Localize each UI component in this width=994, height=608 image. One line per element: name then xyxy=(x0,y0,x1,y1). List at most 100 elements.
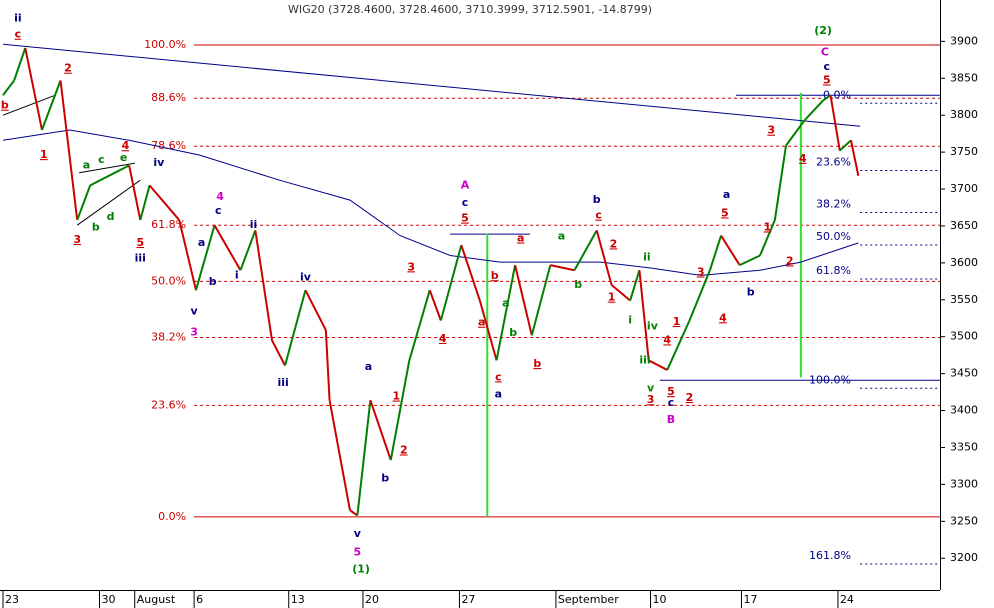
price-segment xyxy=(773,145,787,221)
x-tick-label: August xyxy=(137,593,176,606)
y-tick-label: 3500 xyxy=(950,330,978,343)
wave-label: b xyxy=(491,269,499,282)
wave-label: 3 xyxy=(767,124,775,137)
wave-label: b xyxy=(509,326,517,339)
wave-label: d xyxy=(107,210,115,223)
price-segment xyxy=(254,230,274,341)
price-segment xyxy=(822,94,832,102)
wave-label: iv xyxy=(647,319,659,332)
y-tick-label: 3350 xyxy=(950,440,978,453)
wave-label: v xyxy=(191,305,199,318)
wave-label: b xyxy=(747,285,755,298)
price-segment xyxy=(59,80,79,221)
wave-label: iv xyxy=(300,271,312,284)
price-segment xyxy=(688,269,711,321)
x-tick-label: 10 xyxy=(653,593,667,606)
wave-label: (1) xyxy=(352,562,370,575)
wave-label: i xyxy=(235,268,239,281)
price-segment xyxy=(356,400,372,516)
price-segment xyxy=(829,95,841,151)
x-tick-label: 24 xyxy=(840,593,854,606)
wave-label: e xyxy=(120,151,127,164)
fib-label: 78.6% xyxy=(151,139,186,152)
price-segment xyxy=(550,264,575,272)
trendline xyxy=(79,162,135,174)
fib-label: 61.8% xyxy=(151,218,186,231)
price-segment xyxy=(239,230,257,271)
x-tick-label: 23 xyxy=(5,593,19,606)
wave-label: 4 xyxy=(719,311,727,324)
wave-label: c xyxy=(215,204,222,217)
wave-label: 4 xyxy=(439,332,447,345)
x-tick-label: September xyxy=(558,593,619,606)
y-tick-label: 3650 xyxy=(950,219,978,232)
wave-label: 3 xyxy=(190,325,198,338)
wave-label: 1 xyxy=(673,315,681,328)
fib-label: 23.6% xyxy=(151,398,186,411)
wave-label: 3 xyxy=(697,265,705,278)
y-tick-label: 3750 xyxy=(950,145,978,158)
wave-label: c xyxy=(824,60,831,73)
trendline xyxy=(2,94,56,116)
price-segment xyxy=(304,289,327,331)
x-tick-label: 30 xyxy=(101,593,115,606)
wave-label: A xyxy=(461,178,470,191)
x-tick-label: 20 xyxy=(365,593,379,606)
wave-label: a xyxy=(478,316,485,329)
wave-label: 4 xyxy=(122,139,130,152)
price-segment xyxy=(739,254,761,266)
wave-label: b xyxy=(381,471,389,484)
price-segment xyxy=(13,47,27,81)
fib-right-label: 50.0% xyxy=(816,230,851,243)
price-segment xyxy=(41,80,62,131)
wave-label: 5 xyxy=(461,212,469,225)
fib-right-label: 161.8% xyxy=(809,549,851,562)
wave-label: a xyxy=(198,236,205,249)
price-segment xyxy=(328,400,351,511)
price-segment xyxy=(495,264,517,361)
wave-label: ii xyxy=(643,251,651,264)
wave-label: 5 xyxy=(823,73,831,86)
y-tick-label: 3900 xyxy=(950,34,978,47)
y-tick-label: 3700 xyxy=(950,182,978,195)
price-segment xyxy=(213,224,242,271)
fib-label: 0.0% xyxy=(158,510,186,523)
y-tick-label: 3200 xyxy=(950,551,978,564)
y-tick-label: 3850 xyxy=(950,71,978,84)
wave-label: v xyxy=(354,527,362,540)
price-segment xyxy=(666,320,691,371)
wave-label: 1 xyxy=(393,390,401,403)
y-tick-label: 3600 xyxy=(950,256,978,269)
price-segment xyxy=(439,244,463,321)
wave-label: a xyxy=(558,229,565,242)
y-tick-label: 3450 xyxy=(950,367,978,380)
price-segment xyxy=(785,119,806,147)
fib-right-label: 61.8% xyxy=(816,264,851,277)
y-tick-label: 3800 xyxy=(950,108,978,121)
price-segment xyxy=(284,289,307,366)
wave-label: 2 xyxy=(64,62,72,75)
price-segment xyxy=(148,184,181,221)
y-tick-label: 3250 xyxy=(950,514,978,527)
price-segment xyxy=(271,339,286,366)
price-segment xyxy=(595,230,613,286)
price-segment xyxy=(24,47,43,131)
wave-label: ii xyxy=(14,11,22,24)
moving-average xyxy=(2,129,859,276)
wave-label: iii xyxy=(639,353,650,366)
price-segment xyxy=(324,330,331,401)
wave-label: 5 xyxy=(354,545,362,558)
price-segment xyxy=(389,360,411,461)
fib-right-label: 38.2% xyxy=(816,198,851,211)
wave-label: ii xyxy=(250,218,258,231)
wave-label: 3 xyxy=(407,260,415,273)
wave-label: 2 xyxy=(610,237,618,250)
wave-label: c xyxy=(15,28,22,41)
wave-label: b xyxy=(1,99,9,112)
price-segment xyxy=(428,289,442,321)
price-segment xyxy=(139,185,151,221)
wave-label: 3 xyxy=(73,233,81,246)
wave-label: a xyxy=(517,232,524,245)
price-segment xyxy=(638,270,650,361)
